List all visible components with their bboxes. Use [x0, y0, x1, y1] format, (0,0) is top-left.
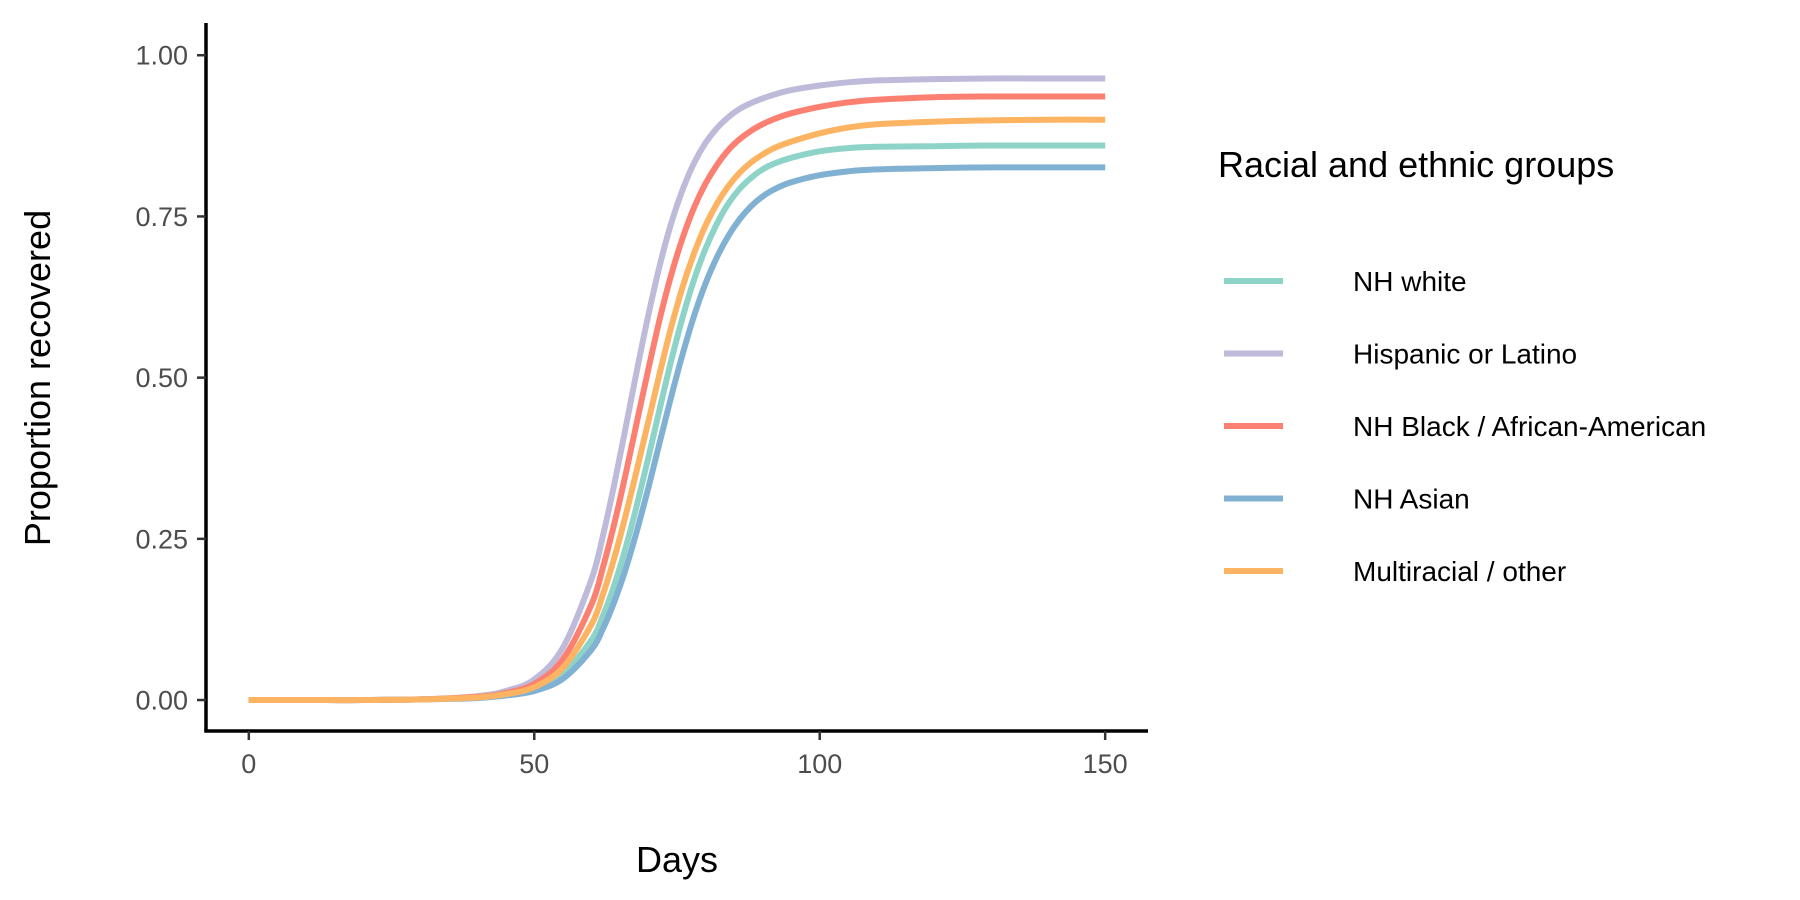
legend-label: NH Asian: [1353, 484, 1470, 515]
plot-area: [248, 75, 1106, 704]
y-axis-title: Proportion recovered: [17, 210, 58, 546]
x-axis-title: Days: [636, 839, 718, 880]
legend-label: Hispanic or Latino: [1353, 339, 1577, 370]
x-tick-label: 0: [241, 749, 256, 779]
y-tick-label: 1.00: [135, 41, 188, 71]
x-tick-label: 50: [519, 749, 549, 779]
x-tick-label: 150: [1083, 749, 1128, 779]
y-tick-label: 0.75: [135, 202, 188, 232]
y-tick-label: 0.50: [135, 363, 188, 393]
legend: Racial and ethnic groups NH white Hispani…: [1218, 144, 1706, 587]
y-tick-label: 0.25: [135, 524, 188, 554]
x-tick-label: 100: [797, 749, 842, 779]
axes: 0.00 0.25 0.50 0.75 1.00 0 50 100 150: [135, 23, 1148, 779]
legend-items: NH white Hispanic or Latino NH Black / Afr…: [1224, 266, 1706, 587]
legend-label: NH white: [1353, 266, 1467, 297]
legend-label: Multiracial / other: [1353, 556, 1566, 587]
series-line-3: [248, 93, 1106, 704]
legend-label: NH Black / African-American: [1353, 411, 1706, 442]
y-tick-label: 0.00: [135, 686, 188, 716]
legend-title: Racial and ethnic groups: [1218, 144, 1614, 185]
series-line-2: [248, 75, 1106, 704]
series-line-1: [248, 142, 1106, 704]
series-line-5: [248, 116, 1106, 704]
